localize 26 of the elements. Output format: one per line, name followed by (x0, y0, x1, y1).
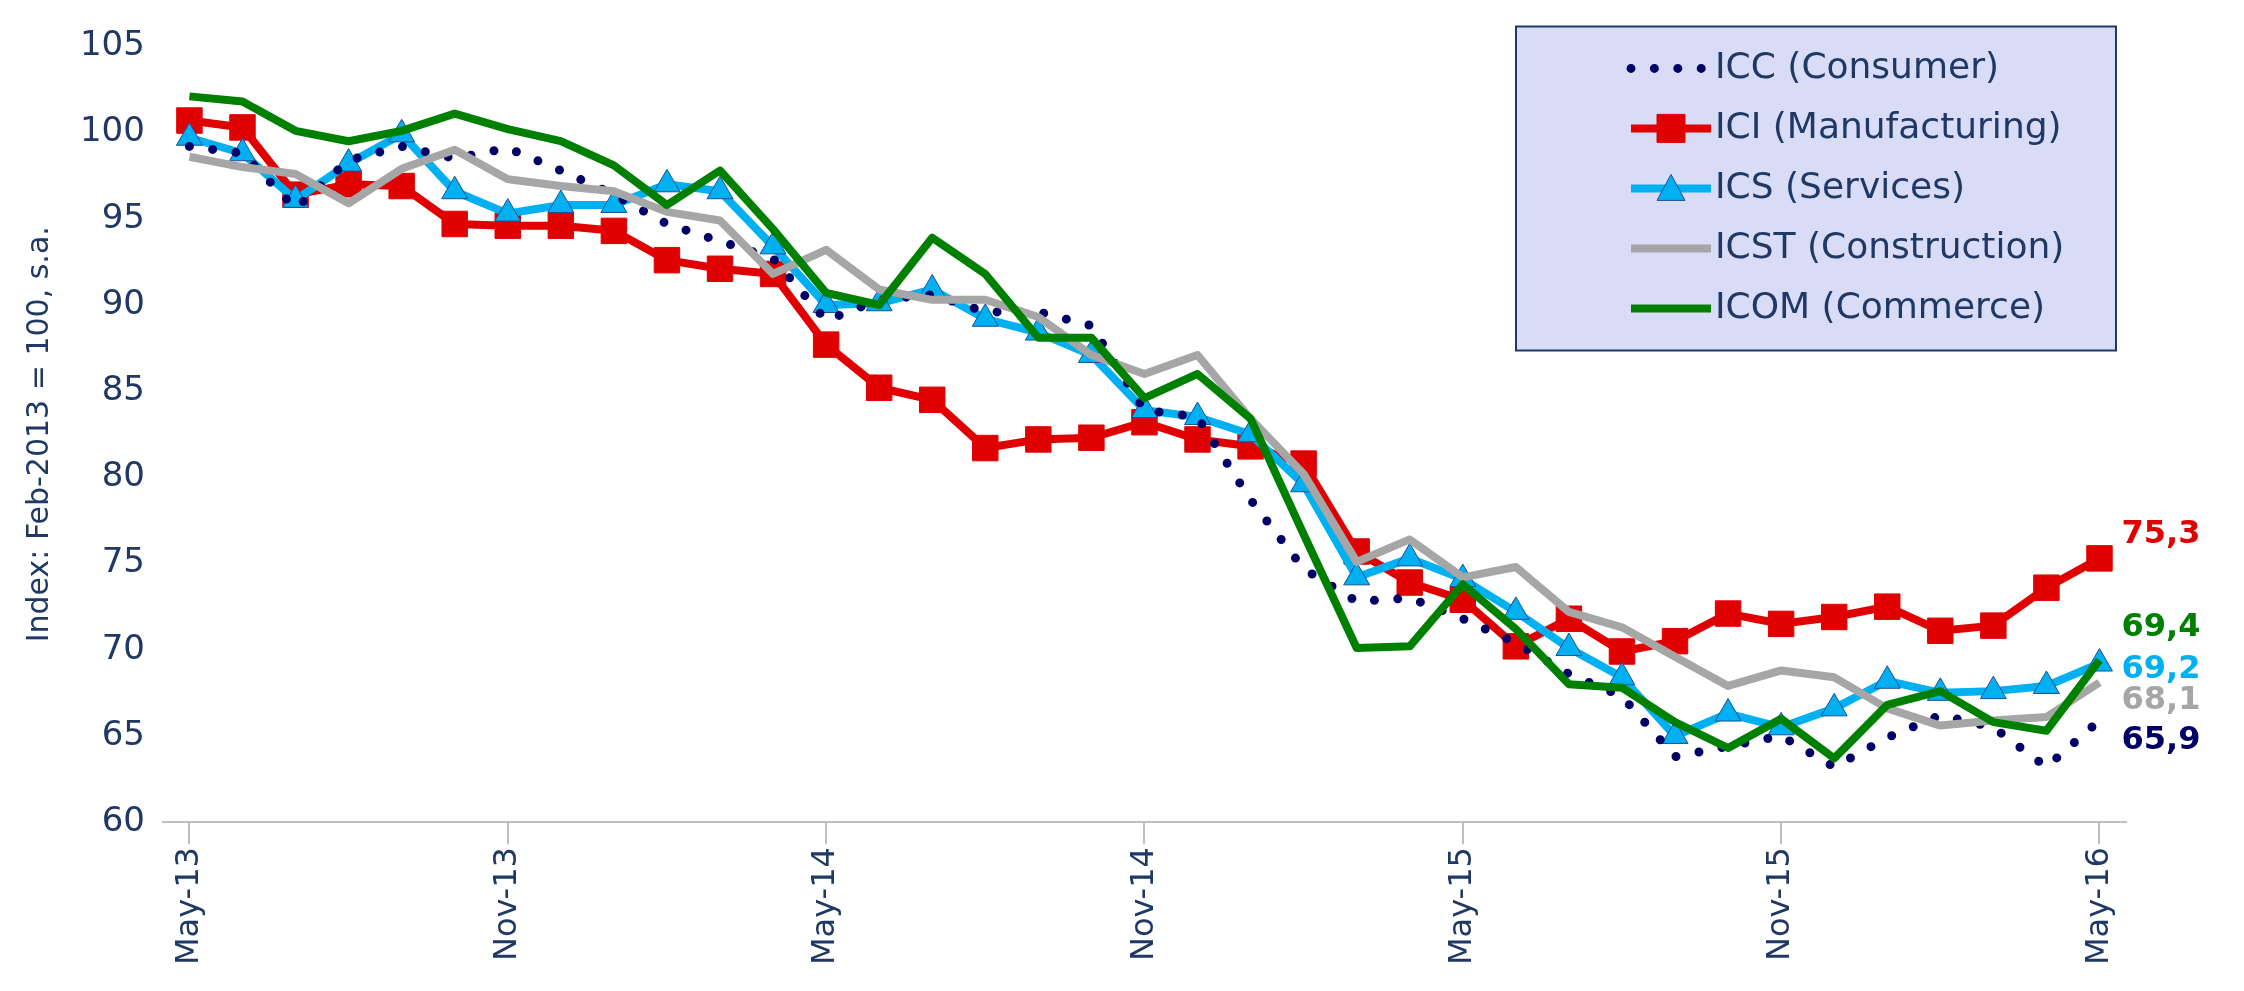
x-tick-label: May-15 (1441, 847, 1480, 965)
y-tick-label: 60 (101, 798, 145, 839)
legend-label: ICST (Construction) (1715, 224, 2065, 266)
y-tick-label: 90 (101, 281, 145, 322)
y-tick-label: 75 (101, 540, 145, 581)
x-tick-label: May-14 (804, 847, 843, 965)
x-tick-label: May-16 (2077, 847, 2116, 965)
y-tick-label: 95 (101, 195, 145, 236)
x-tick-label: Nov-13 (486, 847, 525, 961)
legend-label: ICI (Manufacturing) (1715, 104, 2062, 146)
x-tick-label: Nov-15 (1759, 847, 1798, 961)
data-label: 75,3 (2121, 512, 2201, 551)
legend-label: ICOM (Commerce) (1715, 284, 2046, 326)
legend-label: ICC (Consumer) (1715, 44, 1999, 86)
y-tick-label: 85 (101, 368, 145, 408)
y-tick-label: 80 (101, 454, 145, 495)
y-tick-label: 100 (79, 109, 145, 150)
data-label: 65,9 (2121, 718, 2201, 757)
data-label: 69,4 (2121, 606, 2201, 645)
legend-label: ICS (Services) (1715, 164, 1965, 206)
y-tick-label: 70 (101, 626, 145, 667)
y-axis-title: Index: Feb-2013 = 100, s.a. (19, 226, 55, 643)
x-tick-label: May-13 (167, 847, 206, 965)
y-tick-label: 65 (101, 712, 145, 753)
x-tick-label: Nov-14 (1122, 847, 1161, 961)
y-tick-label: 105 (79, 23, 145, 64)
